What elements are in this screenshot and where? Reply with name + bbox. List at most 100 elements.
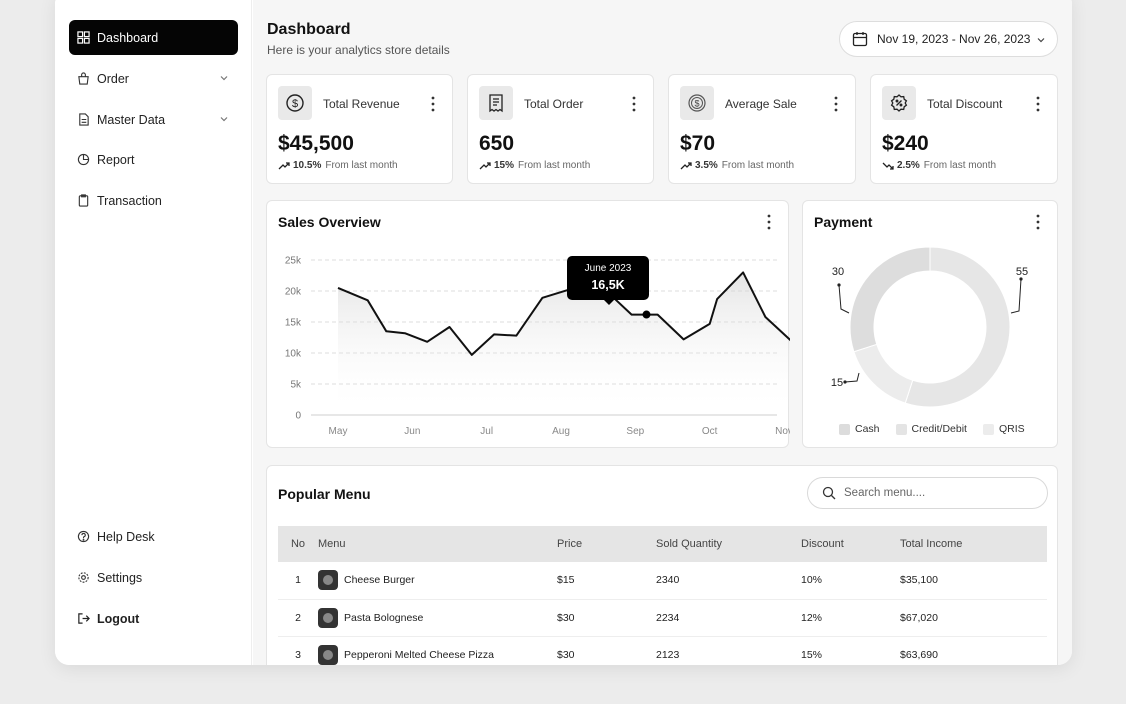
highlighted-data-point [642,310,651,319]
y-tick-label: 0 [295,411,301,422]
sidebar-item-order[interactable]: Order [69,61,238,96]
qty-cell: 2340 [656,562,801,600]
more-options-icon[interactable] [627,95,641,113]
stat-change-percent: 3.5% [695,160,718,171]
stat-change-percent: 2.5% [897,160,920,171]
menu-search[interactable] [807,477,1048,509]
stat-label: Total Discount [927,97,1003,111]
sidebar-item-dashboard[interactable]: Dashboard [69,20,238,55]
page-subtitle: Here is your analytics store details [267,43,450,57]
qty-cell: 2123 [656,636,801,665]
x-tick-label: Nov [775,426,790,437]
tooltip-label: June 2023 [584,263,632,274]
trend-up-icon [479,161,491,169]
stat-icon-box [479,86,513,120]
leader-line [1010,278,1022,314]
gear-icon [78,572,89,583]
legend-item-credit-debit: Credit/Debit [895,423,967,435]
sidebar-item-help-desk[interactable]: Help Desk [69,519,238,554]
calendar-icon [852,32,868,47]
table-header-row: No Menu Price Sold Quantity Discount Tot… [278,526,1047,562]
column-header[interactable]: No [278,526,318,562]
sidebar-item-label: Master Data [97,112,166,127]
legend-swatch [839,423,850,435]
slice-cash [849,246,931,353]
x-tick-label: May [329,426,348,437]
stat-change: 15% From last month [479,160,590,171]
legend-swatch [895,423,907,435]
sidebar-item-logout[interactable]: Logout [69,601,238,636]
receipt-icon [489,94,503,113]
leader-dot [843,380,847,384]
price-cell: $30 [557,599,656,637]
chevron-down-icon [1037,38,1045,43]
more-options-icon[interactable] [762,213,776,231]
sidebar-item-transaction[interactable]: Transaction [69,183,238,218]
column-header[interactable]: Total Income [900,526,1047,562]
trend-up-icon [680,161,692,169]
page-title: Dashboard [267,21,351,38]
sidebar-item-settings[interactable]: Settings [69,560,238,595]
date-range-picker[interactable]: Nov 19, 2023 - Nov 26, 2023 [839,21,1058,57]
discount-cell: 12% [801,599,900,637]
column-header[interactable]: Menu [318,526,557,562]
date-range-label: Nov 19, 2023 - Nov 26, 2023 [877,32,1031,46]
app-window: Dashboard Order Master Data Report Trans… [55,0,1072,665]
column-header[interactable]: Sold Quantity [656,526,801,562]
more-options-icon[interactable] [1031,95,1045,113]
popular-menu-title: Popular Menu [278,486,371,502]
table-row[interactable]: 2 Pasta Bolognese $30 2234 12% $67,020 [278,599,1047,637]
chevron-down-icon [220,117,228,122]
more-options-icon[interactable] [829,95,843,113]
sidebar-item-label: Transaction [97,193,162,208]
table-row[interactable]: 3 Pepperoni Melted Cheese Pizza $30 2123… [278,636,1047,665]
tooltip-value: 16,5K [591,278,625,292]
logout-icon [78,613,90,624]
payment-card: Payment 55 30 15 Cash Credit/Debit QRIS [802,200,1058,448]
chart-tooltip: June 2023 16,5K [567,256,649,305]
y-tick-label: 5k [290,380,302,391]
more-options-icon[interactable] [426,95,440,113]
leader-line [844,372,860,383]
dollar-icon: $ [286,94,304,112]
legend-swatch [982,423,994,435]
stat-change: 2.5% From last month [882,160,996,171]
legend-item-cash: Cash [839,423,880,435]
menu-thumbnail [318,570,338,591]
table-row[interactable]: 1 Cheese Burger $15 2340 10% $35,100 [278,562,1047,600]
stat-change-percent: 10.5% [293,160,322,171]
trend-down-icon [882,162,894,170]
chevron-down-icon [220,76,228,81]
stat-change: 10.5% From last month [278,160,398,171]
stat-change-text: From last month [518,160,591,171]
stat-value: $45,500 [278,132,354,155]
x-tick-label: Oct [702,426,718,437]
cart-icon [78,72,89,85]
y-tick-label: 15k [285,318,302,329]
menu-name: Cheese Burger [344,574,415,587]
price-cell: $15 [557,562,656,600]
stat-icon-box [882,86,916,120]
income-cell: $35,100 [900,562,1047,600]
leader-line [838,284,850,314]
column-header[interactable]: Price [557,526,656,562]
price-cell: $30 [557,636,656,665]
x-tick-label: Jul [480,426,493,437]
column-header[interactable]: Discount [801,526,900,562]
search-icon [822,486,836,500]
clipboard-icon [78,194,89,207]
sidebar-item-report[interactable]: Report [69,142,238,177]
search-input[interactable] [844,487,1034,499]
slice-value-label: 15 [831,377,843,389]
slice-value-label: 55 [1016,266,1028,278]
menu-cell: Pasta Bolognese [318,599,557,637]
leader-dot [837,283,841,287]
more-options-icon[interactable] [1031,213,1045,231]
x-tick-label: Sep [626,426,644,437]
stat-card-average-sale: $ Average Sale $70 3.5% From last month [668,74,856,184]
slice-value-label: 30 [832,266,844,278]
sidebar-item-master-data[interactable]: Master Data [69,102,238,137]
income-cell: $67,020 [900,599,1047,637]
menu-thumbnail [318,607,338,628]
qty-cell: 2234 [656,599,801,637]
